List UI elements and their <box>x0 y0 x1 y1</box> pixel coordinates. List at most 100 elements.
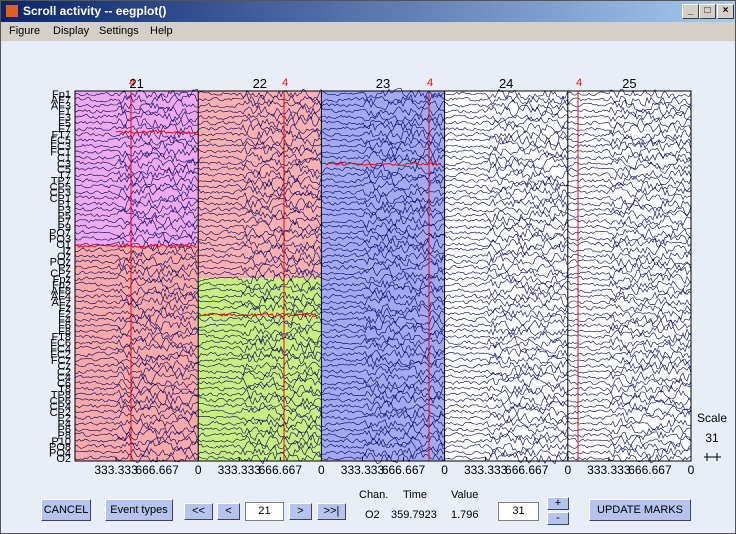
channel-label: O1 <box>56 239 71 251</box>
readout-value: 359.7923 <box>391 509 437 521</box>
channel-label: FC1 <box>50 147 71 159</box>
eeg-trace <box>74 260 692 275</box>
menu-item[interactable]: Help <box>150 25 173 37</box>
menu-item[interactable]: Settings <box>99 25 139 37</box>
x-tick-label: 666.667 <box>628 463 672 477</box>
eeg-trace <box>74 150 692 164</box>
channel-label: C2 <box>57 366 71 378</box>
channel-label: FC6 <box>50 337 71 349</box>
prev-button[interactable]: < <box>217 503 240 520</box>
last-button[interactable]: >>| <box>317 503 346 520</box>
eeg-trace <box>74 254 691 268</box>
channel-label: P4 <box>58 418 71 430</box>
eeg-trace <box>74 330 692 344</box>
eeg-trace <box>74 416 692 431</box>
x-tick-label: 666.667 <box>382 463 426 477</box>
maximize-button[interactable]: □ <box>699 4 716 19</box>
event-label: 4 <box>576 77 582 89</box>
channel-label: C5 <box>57 164 71 176</box>
title-bar: Scroll activity -- eegplot() _ □ × <box>1 1 735 22</box>
eeg-trace <box>74 370 692 385</box>
channel-label: P10 <box>51 436 71 448</box>
eeg-trace <box>74 445 692 459</box>
channel-label: CP4 <box>50 401 71 413</box>
channel-label: Fp2 <box>52 280 71 292</box>
channel-label: FC2 <box>50 349 71 361</box>
channel-label: FC3 <box>50 141 71 153</box>
eeg-trace <box>74 93 692 107</box>
menu-item[interactable]: Figure <box>9 25 41 37</box>
eeg-trace <box>74 174 692 187</box>
x-tick-label: 666.667 <box>135 463 179 477</box>
channel-label: P3 <box>58 205 71 217</box>
eeg-trace <box>74 289 692 304</box>
channel-label: FT7 <box>51 129 71 141</box>
eeg-trace <box>74 318 692 332</box>
close-button[interactable]: × <box>717 4 734 19</box>
update-marks-button[interactable]: UPDATE MARKS <box>589 499 691 521</box>
epoch-input[interactable]: 21 <box>245 502 284 521</box>
x-tick-label: 333.333 <box>587 463 631 477</box>
x-tick-label: 0 <box>195 463 202 477</box>
minimize-button[interactable]: _ <box>682 4 699 19</box>
channel-label: PO3 <box>49 233 71 245</box>
eeg-trace <box>74 238 692 251</box>
eeg-trace <box>74 307 692 321</box>
channel-label: PO7 <box>49 228 71 240</box>
epoch-label: 24 <box>499 76 513 91</box>
channel-label: FC4 <box>50 343 71 355</box>
plot-frame <box>74 90 692 462</box>
scale-input[interactable]: 31 <box>498 502 539 521</box>
channel-label: F4 <box>58 314 71 326</box>
channel-label: AF8 <box>51 285 71 297</box>
channel-label: CP1 <box>50 193 71 205</box>
channel-label: Fpz <box>53 274 71 286</box>
eeg-trace <box>74 278 692 292</box>
eeg-trace <box>74 231 692 246</box>
epoch-label: 22 <box>253 76 267 91</box>
channel-label: P2 <box>58 413 71 425</box>
first-button[interactable]: << <box>184 503 213 520</box>
x-tick-label: 666.667 <box>259 463 303 477</box>
scale-minus-button[interactable]: - <box>547 512 569 525</box>
eeg-trace <box>74 139 692 152</box>
channel-label: CP3 <box>50 187 71 199</box>
epoch-label: 21 <box>129 76 143 91</box>
marked-trace <box>322 161 442 167</box>
app-icon <box>6 5 18 17</box>
channel-label: P7 <box>58 216 71 228</box>
channel-label: AF7 <box>51 95 71 107</box>
eeg-trace <box>74 191 692 205</box>
epoch-label: 23 <box>376 76 390 91</box>
cancel-button[interactable]: CANCEL <box>41 499 91 521</box>
x-tick-label: 0 <box>318 463 325 477</box>
next-button[interactable]: > <box>289 503 312 520</box>
eeg-trace <box>74 422 692 436</box>
eeg-trace <box>74 98 692 113</box>
epoch-bg <box>198 91 321 278</box>
channel-label: Fz <box>59 303 71 315</box>
channel-label: C3 <box>57 158 71 170</box>
channel-label: Pz <box>58 262 71 274</box>
eeg-trace <box>74 393 692 407</box>
channel-label: C1 <box>57 152 71 164</box>
eeg-trace <box>74 128 692 141</box>
marked-trace <box>115 129 199 135</box>
eeg-trace <box>74 214 692 228</box>
eeg-trace <box>74 179 692 193</box>
scale-plus-button[interactable]: + <box>547 497 569 510</box>
channel-label: F3 <box>58 112 71 124</box>
channel-label: POz <box>50 257 71 269</box>
eeg-trace <box>74 197 692 211</box>
menu-item[interactable]: Display <box>53 25 90 37</box>
event-types-button[interactable]: Event types <box>105 499 173 521</box>
channel-label: T7 <box>58 170 71 182</box>
channel-label: CPz <box>50 268 71 280</box>
eeg-trace <box>74 220 692 234</box>
channel-label: FC5 <box>50 135 71 147</box>
eeg-trace <box>74 405 692 419</box>
marked-trace <box>74 243 198 249</box>
eeg-trace <box>74 266 692 280</box>
channel-label: C6 <box>57 378 71 390</box>
